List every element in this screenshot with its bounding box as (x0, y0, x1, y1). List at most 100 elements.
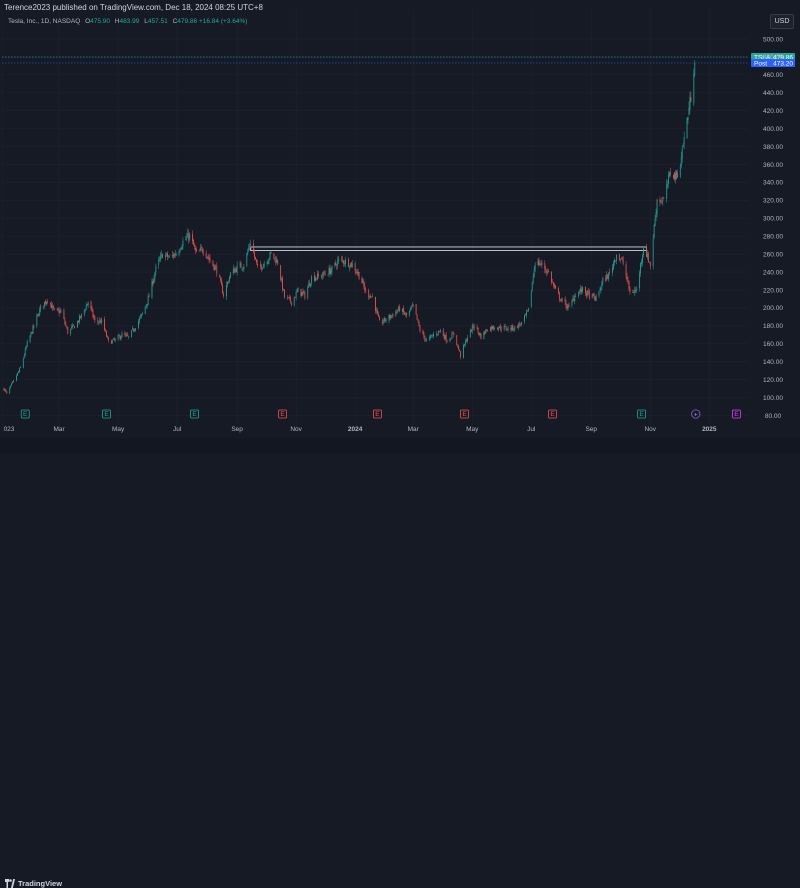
candle-body (12, 381, 14, 384)
candle-body (467, 337, 468, 341)
candle-body (433, 334, 434, 336)
candle-body (676, 172, 678, 178)
candle-body (185, 238, 187, 240)
candle-body (80, 314, 82, 318)
candle-body (498, 325, 500, 328)
earnings-marker-box[interactable] (731, 409, 741, 419)
earnings-marker-box[interactable] (548, 409, 557, 419)
candle-body (138, 321, 139, 328)
candle-body (582, 286, 583, 292)
time-axis[interactable]: 023 Mar May Jul Sep Nov 2024 Mar May Jul Sep Nov 202… (4, 426, 717, 433)
symbol-name[interactable]: Tesla, Inc., 1D, NASDAQ (8, 18, 81, 25)
earnings-marker-letter[interactable]: E (462, 411, 467, 418)
candle-body (633, 292, 635, 294)
candle-body (493, 326, 494, 329)
candle-body (135, 328, 136, 331)
candle-body (228, 282, 229, 283)
candle-body (663, 198, 665, 199)
candle-body (601, 282, 603, 287)
earnings-marker-box[interactable] (637, 409, 646, 419)
candle-body (250, 243, 252, 246)
candle-body (110, 340, 112, 344)
candle-body (689, 96, 691, 110)
candle-body (511, 325, 513, 330)
earnings-marker-box[interactable] (278, 409, 287, 419)
earnings-marker-letter[interactable]: E (550, 411, 555, 418)
earnings-marker-letter[interactable]: E (23, 411, 28, 418)
candle-body (450, 338, 452, 340)
candle-body (666, 183, 668, 199)
earnings-marker-box[interactable] (20, 409, 30, 419)
candle-body (187, 233, 189, 238)
candle-body (357, 272, 359, 274)
candle-body (545, 269, 547, 271)
candle-body (445, 334, 447, 342)
candle-body (327, 274, 329, 276)
candle-body (86, 304, 88, 306)
earnings-marker-letter[interactable]: E (192, 411, 197, 418)
candle-body (614, 259, 615, 263)
candle-body (249, 246, 251, 247)
candle-body (628, 280, 630, 289)
candle-body (384, 318, 386, 321)
candle-body (200, 247, 202, 249)
price-axis[interactable]: 500.00 480.00 460.00 440.00 420.00 400.00 380.… (763, 36, 783, 420)
candle-body (411, 305, 413, 307)
candle-body (146, 303, 148, 306)
candle-body (548, 271, 550, 273)
candle-body (626, 276, 628, 281)
time-tick-label: 2024 (348, 426, 363, 433)
candle-body (513, 329, 515, 331)
candle-body (276, 259, 278, 264)
earnings-marker-letter[interactable]: E (734, 411, 739, 418)
candle-body (234, 269, 236, 273)
time-tick-label: Jul (173, 426, 182, 433)
candle-body (391, 314, 393, 316)
candle-body (581, 288, 582, 293)
current-date-marker-glyph[interactable]: + (694, 411, 698, 418)
candle-body (607, 274, 609, 279)
candle-body (255, 256, 256, 260)
current-date-marker[interactable] (691, 409, 701, 419)
candle-body (613, 262, 614, 269)
candle-body (51, 305, 53, 308)
candle-body (345, 259, 346, 265)
candle-body (193, 239, 194, 246)
earnings-marker-box[interactable] (460, 409, 469, 419)
candle-body (206, 256, 208, 258)
footer: TradingView (0, 438, 800, 888)
candle-body (452, 333, 454, 334)
footer-brand[interactable]: TradingView (18, 879, 63, 888)
candle-body (668, 174, 670, 184)
earnings-markers[interactable]: E E E E E E E E E + (20, 409, 741, 419)
candle-body (634, 290, 636, 293)
candle-body (641, 261, 642, 264)
earnings-marker-letter[interactable]: E (280, 411, 285, 418)
candle-body (32, 325, 34, 334)
earnings-marker-letter[interactable]: E (375, 411, 380, 418)
candle-body (354, 263, 356, 272)
price-tick-label: 420.00 (763, 108, 783, 115)
candle-body (517, 325, 519, 329)
candle-body (107, 336, 108, 337)
currency-button[interactable]: USD (770, 14, 794, 29)
candle-body (432, 335, 433, 337)
earnings-marker-box[interactable] (190, 409, 199, 419)
earnings-marker-box[interactable] (102, 409, 111, 419)
candle-body (397, 310, 399, 313)
candle-body (322, 271, 324, 277)
candle-body (356, 271, 358, 273)
candle-body (336, 265, 338, 267)
candle-body (588, 291, 590, 299)
earnings-marker-letter[interactable]: E (104, 411, 109, 418)
earnings-marker-letter[interactable]: E (639, 411, 644, 418)
candle-body (77, 321, 78, 328)
candle-body (524, 314, 525, 322)
candle-body (83, 309, 85, 315)
earnings-marker-box[interactable] (373, 409, 382, 419)
candle-body (430, 335, 432, 338)
candle-body (565, 302, 567, 308)
candle-body (226, 284, 227, 297)
time-tick-label: Sep (585, 426, 597, 433)
